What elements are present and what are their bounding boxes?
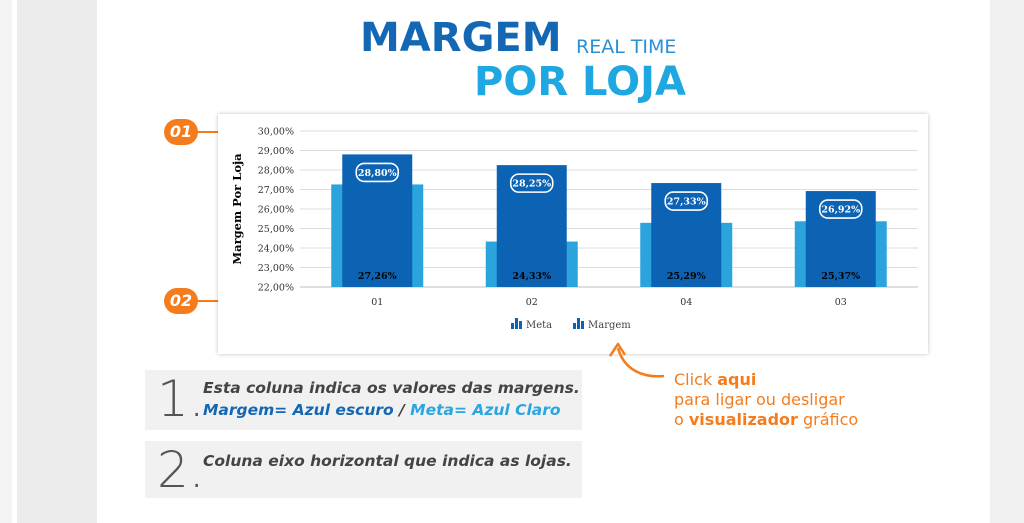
legend: Meta Margem: [511, 318, 631, 331]
margem-value-label: 28,80%: [358, 168, 397, 179]
note-text-1: Esta coluna indica os valores das margen…: [203, 379, 580, 397]
bar-margem: [342, 154, 413, 287]
y-axis-label: Margem Por Loja: [230, 153, 244, 265]
note-number-2: 2.: [157, 441, 205, 499]
legend-label: Meta: [526, 320, 552, 331]
y-tick-label: 28,00%: [258, 166, 294, 177]
meta-value-label: 27,26%: [358, 271, 397, 282]
legend-bar-icon: [573, 323, 576, 329]
click-hint: Click aqui para ligar ou desligar o visu…: [674, 370, 858, 430]
legend-item-margem[interactable]: Margem: [573, 318, 631, 331]
bar-margem: [496, 165, 567, 287]
legend-bar-icon: [577, 318, 580, 329]
margem-value-label: 26,92%: [821, 205, 860, 216]
click-hint-line3c: gráfico: [797, 410, 859, 429]
left-sidebar-panel: [17, 0, 97, 523]
callout-badge-1: 01: [164, 119, 198, 145]
legend-bar-icon: [515, 318, 518, 329]
click-hint-text: Click: [674, 370, 718, 389]
margem-label-pill: [509, 173, 554, 193]
margem-label-pill: [355, 162, 400, 183]
page-title-second: POR LOJA: [474, 59, 686, 105]
note-box-2: 2. Coluna eixo horizontal que indica as …: [145, 441, 582, 498]
bar-margem: [651, 183, 722, 287]
legend-item-meta[interactable]: Meta: [511, 318, 552, 331]
bar-margem: [805, 191, 876, 287]
meta-value-label: 24,33%: [512, 271, 551, 282]
margem-value-label: 27,33%: [667, 197, 706, 208]
bars: 28,80% 27,26% 28,25% 24,33% 27,33% 25,29% 26,9…: [331, 154, 887, 287]
note-meta-label: Meta= Azul Claro: [410, 401, 561, 419]
margem-label-pill: [664, 191, 709, 211]
x-tick-label: 02: [526, 297, 538, 308]
x-tick-label: 04: [680, 297, 692, 308]
y-tick-label: 22,00%: [258, 283, 294, 294]
margem-label-pill: [818, 199, 863, 219]
meta-value-label: 25,29%: [667, 271, 706, 282]
left-border-strip: [0, 0, 12, 523]
bar-chart: 30,00% 29,00% 28,00% 27,00% 26,00% 25,00% 24,0…: [230, 127, 918, 331]
y-tick-label: 30,00%: [258, 127, 294, 138]
y-tick-label: 25,00%: [258, 224, 294, 235]
click-hint-visualizador: visualizador: [688, 410, 798, 429]
y-tick-label: 24,00%: [258, 244, 294, 255]
note-text-2: Coluna eixo horizontal que indica as loj…: [203, 452, 572, 470]
y-tick-label: 27,00%: [258, 185, 294, 196]
note-box-1: 1. Esta coluna indica os valores das mar…: [145, 370, 582, 430]
note-legend-line: Margem= Azul escuro / Meta= Azul Claro: [203, 400, 561, 420]
click-hint-line3a: o: [674, 410, 689, 429]
note-separator: /: [393, 401, 411, 419]
note-number-1: 1.: [157, 370, 205, 428]
y-tick-label: 26,00%: [258, 205, 294, 216]
callout-badge-2: 02: [164, 288, 198, 314]
x-tick-labels: 01 02 04 03: [371, 297, 847, 308]
page-title-sub: REAL TIME: [576, 36, 677, 58]
legend-label: Margem: [588, 320, 631, 331]
chart-card: 30,00% 29,00% 28,00% 27,00% 26,00% 25,00% 24,0…: [218, 114, 928, 354]
x-tick-label: 01: [371, 297, 383, 308]
click-hint-line2: para ligar ou desligar: [674, 390, 845, 409]
x-tick-label: 03: [835, 297, 847, 308]
click-hint-link: aqui: [717, 370, 757, 389]
meta-value-label: 25,37%: [821, 271, 860, 282]
pointer-arrow-icon: [608, 342, 665, 378]
y-tick-labels: 30,00% 29,00% 28,00% 27,00% 26,00% 25,00% 24,0…: [258, 127, 294, 294]
y-tick-label: 23,00%: [258, 263, 294, 274]
right-border-strip: [990, 0, 1024, 523]
note-margem-label: Margem= Azul escuro: [203, 401, 394, 419]
margem-value-label: 28,25%: [512, 179, 551, 190]
legend-bar-icon: [511, 323, 514, 329]
legend-bar-icon: [519, 321, 522, 329]
legend-bar-icon: [581, 321, 584, 329]
y-tick-label: 29,00%: [258, 146, 294, 157]
page-title: MARGEM: [360, 15, 562, 61]
